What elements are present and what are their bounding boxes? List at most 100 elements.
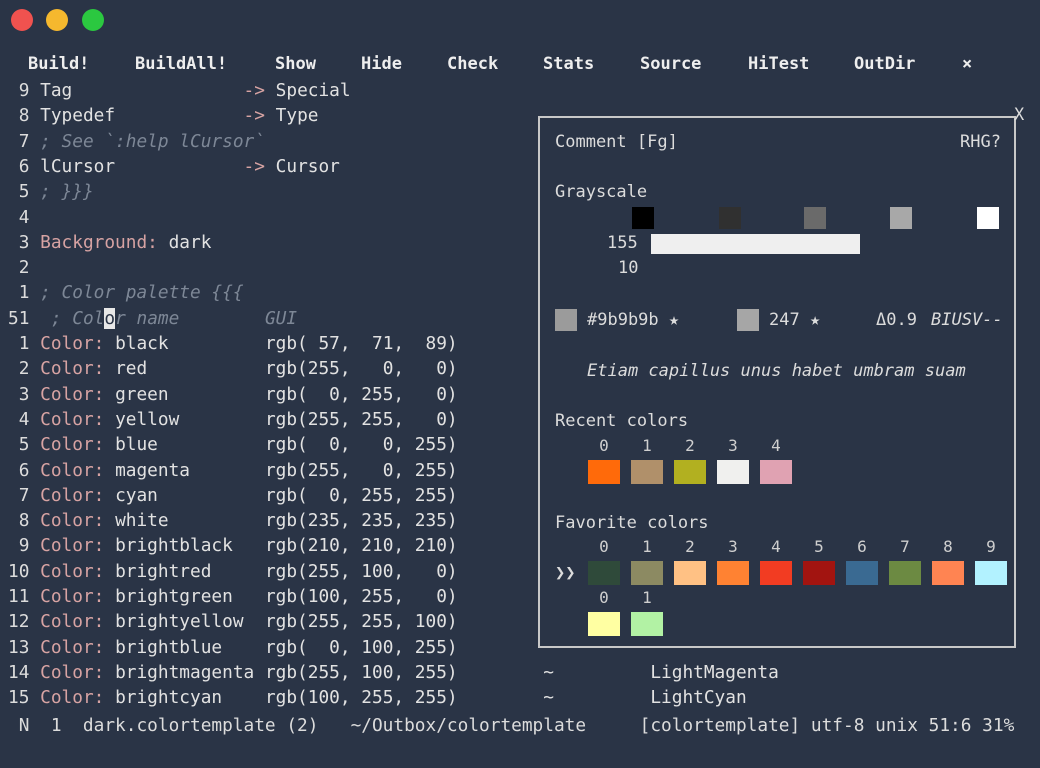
grayscale-swatch[interactable] bbox=[804, 207, 826, 229]
menu-item-3[interactable]: Hide bbox=[361, 54, 402, 74]
code-token: brightblue rgb( 0, 100, 255) bbox=[104, 636, 458, 658]
color-swatch[interactable] bbox=[588, 460, 620, 484]
color-index: 8 bbox=[943, 537, 953, 556]
color-swatch[interactable] bbox=[760, 561, 792, 585]
close-window-button[interactable] bbox=[11, 9, 33, 31]
editor-line[interactable]: 2 bbox=[8, 255, 40, 280]
menu-item-2[interactable]: Show bbox=[275, 54, 316, 74]
code-token: Color: bbox=[40, 611, 105, 633]
color-swatch[interactable] bbox=[889, 561, 921, 585]
line-number: 8 bbox=[8, 510, 41, 532]
editor-line[interactable]: 4 bbox=[8, 205, 40, 230]
color-index: 4 bbox=[771, 436, 781, 455]
editor-line[interactable]: 14 Color: brightmagenta rgb(255, 100, 25… bbox=[8, 660, 779, 685]
code-token: dark bbox=[157, 231, 212, 253]
color-swatch[interactable] bbox=[760, 460, 792, 484]
code-token: -> bbox=[243, 80, 276, 101]
color-swatch[interactable] bbox=[975, 561, 1007, 585]
current-line[interactable]: 51 ; Color name GUI bbox=[8, 306, 297, 331]
line-number: 1 bbox=[8, 333, 41, 354]
code-token: ; Col bbox=[50, 307, 105, 329]
line-number: 2 bbox=[8, 358, 41, 380]
editor-line[interactable]: 9 Tag -> Special bbox=[8, 78, 351, 103]
line-number: 13 bbox=[8, 636, 41, 658]
editor-line[interactable]: 11 Color: brightgreen rgb(100, 255, 0) bbox=[8, 584, 458, 609]
gui-color-hex: #9b9b9b ★ bbox=[587, 310, 680, 330]
color-swatch[interactable] bbox=[631, 612, 663, 636]
color-swatch[interactable] bbox=[803, 561, 835, 585]
editor-line[interactable]: 8 Typedef -> Type bbox=[8, 103, 319, 128]
editor-line[interactable]: 9 Color: brightblack rgb(210, 210, 210) bbox=[8, 533, 458, 558]
editor-line[interactable]: 3 Background: dark bbox=[8, 230, 212, 255]
editor-line[interactable]: 1 ; Color palette {{{ bbox=[8, 280, 244, 305]
code-token: Color: bbox=[40, 510, 105, 532]
editor-line[interactable]: 13 Color: brightblue rgb( 0, 100, 255) bbox=[8, 635, 458, 660]
color-swatch[interactable] bbox=[588, 612, 620, 636]
editor-line[interactable]: 15 Color: brightcyan rgb(100, 255, 255) … bbox=[8, 685, 747, 710]
text-attributes[interactable]: BIUSV-- bbox=[931, 310, 1003, 330]
editor-line[interactable]: 6 lCursor -> Cursor bbox=[8, 154, 340, 179]
menu-item-0[interactable]: Build! bbox=[28, 54, 90, 74]
grayscale-swatch[interactable] bbox=[632, 207, 654, 229]
menu-item-8[interactable]: OutDir bbox=[854, 54, 916, 74]
color-swatch[interactable] bbox=[631, 561, 663, 585]
grayscale-swatch[interactable] bbox=[977, 207, 999, 229]
editor-line[interactable]: 3 Color: green rgb( 0, 255, 0) bbox=[8, 382, 458, 407]
color-index: 0 bbox=[599, 436, 609, 455]
line-number: 9 bbox=[8, 535, 41, 557]
grayscale-swatch[interactable] bbox=[719, 207, 741, 229]
line-number: 15 bbox=[8, 687, 41, 709]
color-index: 9 bbox=[986, 537, 996, 556]
code-token: Color: bbox=[40, 560, 105, 582]
popup-close-button[interactable]: X bbox=[1014, 105, 1025, 125]
editor-line[interactable]: 4 Color: yellow rgb(255, 255, 0) bbox=[8, 407, 458, 432]
color-mode-indicator[interactable]: RHG? bbox=[960, 132, 1001, 152]
menu-item-7[interactable]: HiTest bbox=[748, 54, 810, 74]
grayscale-swatch[interactable] bbox=[890, 207, 912, 229]
menu-item-6[interactable]: Source bbox=[640, 54, 702, 74]
color-swatch[interactable] bbox=[717, 561, 749, 585]
editor-line[interactable]: 8 Color: white rgb(235, 235, 235) bbox=[8, 508, 458, 533]
minimize-window-button[interactable] bbox=[46, 9, 68, 31]
menu-item-4[interactable]: Check bbox=[447, 54, 499, 74]
menu-item-9[interactable]: × bbox=[962, 54, 973, 74]
editor-line[interactable]: 6 Color: magenta rgb(255, 0, 255) bbox=[8, 458, 458, 483]
code-token: brightgreen rgb(100, 255, 0) bbox=[104, 586, 458, 607]
code-token: yellow rgb(255, 255, 0) bbox=[104, 408, 458, 430]
grayscale-label: Grayscale bbox=[555, 182, 648, 202]
editor-line[interactable]: 5 Color: blue rgb( 0, 0, 255) bbox=[8, 432, 458, 457]
editor-line[interactable]: 10 Color: brightred rgb(255, 100, 0) bbox=[8, 559, 458, 584]
color-swatch[interactable] bbox=[674, 460, 706, 484]
color-index: 0 bbox=[599, 537, 609, 556]
color-swatch[interactable] bbox=[588, 561, 620, 585]
code-token: red rgb(255, 0, 0) bbox=[104, 358, 458, 380]
line-number: 51 bbox=[8, 307, 51, 329]
menu-item-5[interactable]: Stats bbox=[543, 54, 595, 74]
editor-line[interactable]: 7 ; See `:help lCursor` bbox=[8, 129, 265, 154]
maximize-window-button[interactable] bbox=[82, 9, 104, 31]
color-index: 2 bbox=[685, 537, 695, 556]
code-token: brightmagenta rgb(255, 100, 255) ~ Light… bbox=[104, 661, 779, 683]
editor-line[interactable]: 5 ; }}} bbox=[8, 179, 94, 204]
line-number: 11 bbox=[8, 586, 41, 607]
line-number: 10 bbox=[8, 560, 41, 582]
line-number: 9 bbox=[8, 80, 41, 101]
line-number: 3 bbox=[8, 383, 41, 405]
color-swatch[interactable] bbox=[846, 561, 878, 585]
color-swatch[interactable] bbox=[717, 460, 749, 484]
code-token: brightcyan rgb(100, 255, 255) ~ LightCya… bbox=[104, 687, 747, 709]
favorite-selection-marker: ❯❯ bbox=[555, 563, 576, 583]
editor-line[interactable]: 7 Color: cyan rgb( 0, 255, 255) bbox=[8, 483, 458, 508]
color-swatch[interactable] bbox=[674, 561, 706, 585]
editor-line[interactable]: 1 Color: black rgb( 57, 71, 89) bbox=[8, 331, 458, 356]
color-swatch[interactable] bbox=[631, 460, 663, 484]
grayscale-slider[interactable] bbox=[651, 234, 861, 254]
color-swatch[interactable] bbox=[932, 561, 964, 585]
line-number: 6 bbox=[8, 155, 41, 177]
code-token: Typedef bbox=[40, 105, 244, 127]
code-token: ; Color palette {{{ bbox=[40, 282, 244, 304]
editor-line[interactable]: 2 Color: red rgb(255, 0, 0) bbox=[8, 356, 458, 381]
editor-line[interactable]: 12 Color: brightyellow rgb(255, 255, 100… bbox=[8, 609, 458, 634]
step-value: 10 bbox=[618, 258, 639, 278]
menu-item-1[interactable]: BuildAll! bbox=[135, 54, 228, 74]
